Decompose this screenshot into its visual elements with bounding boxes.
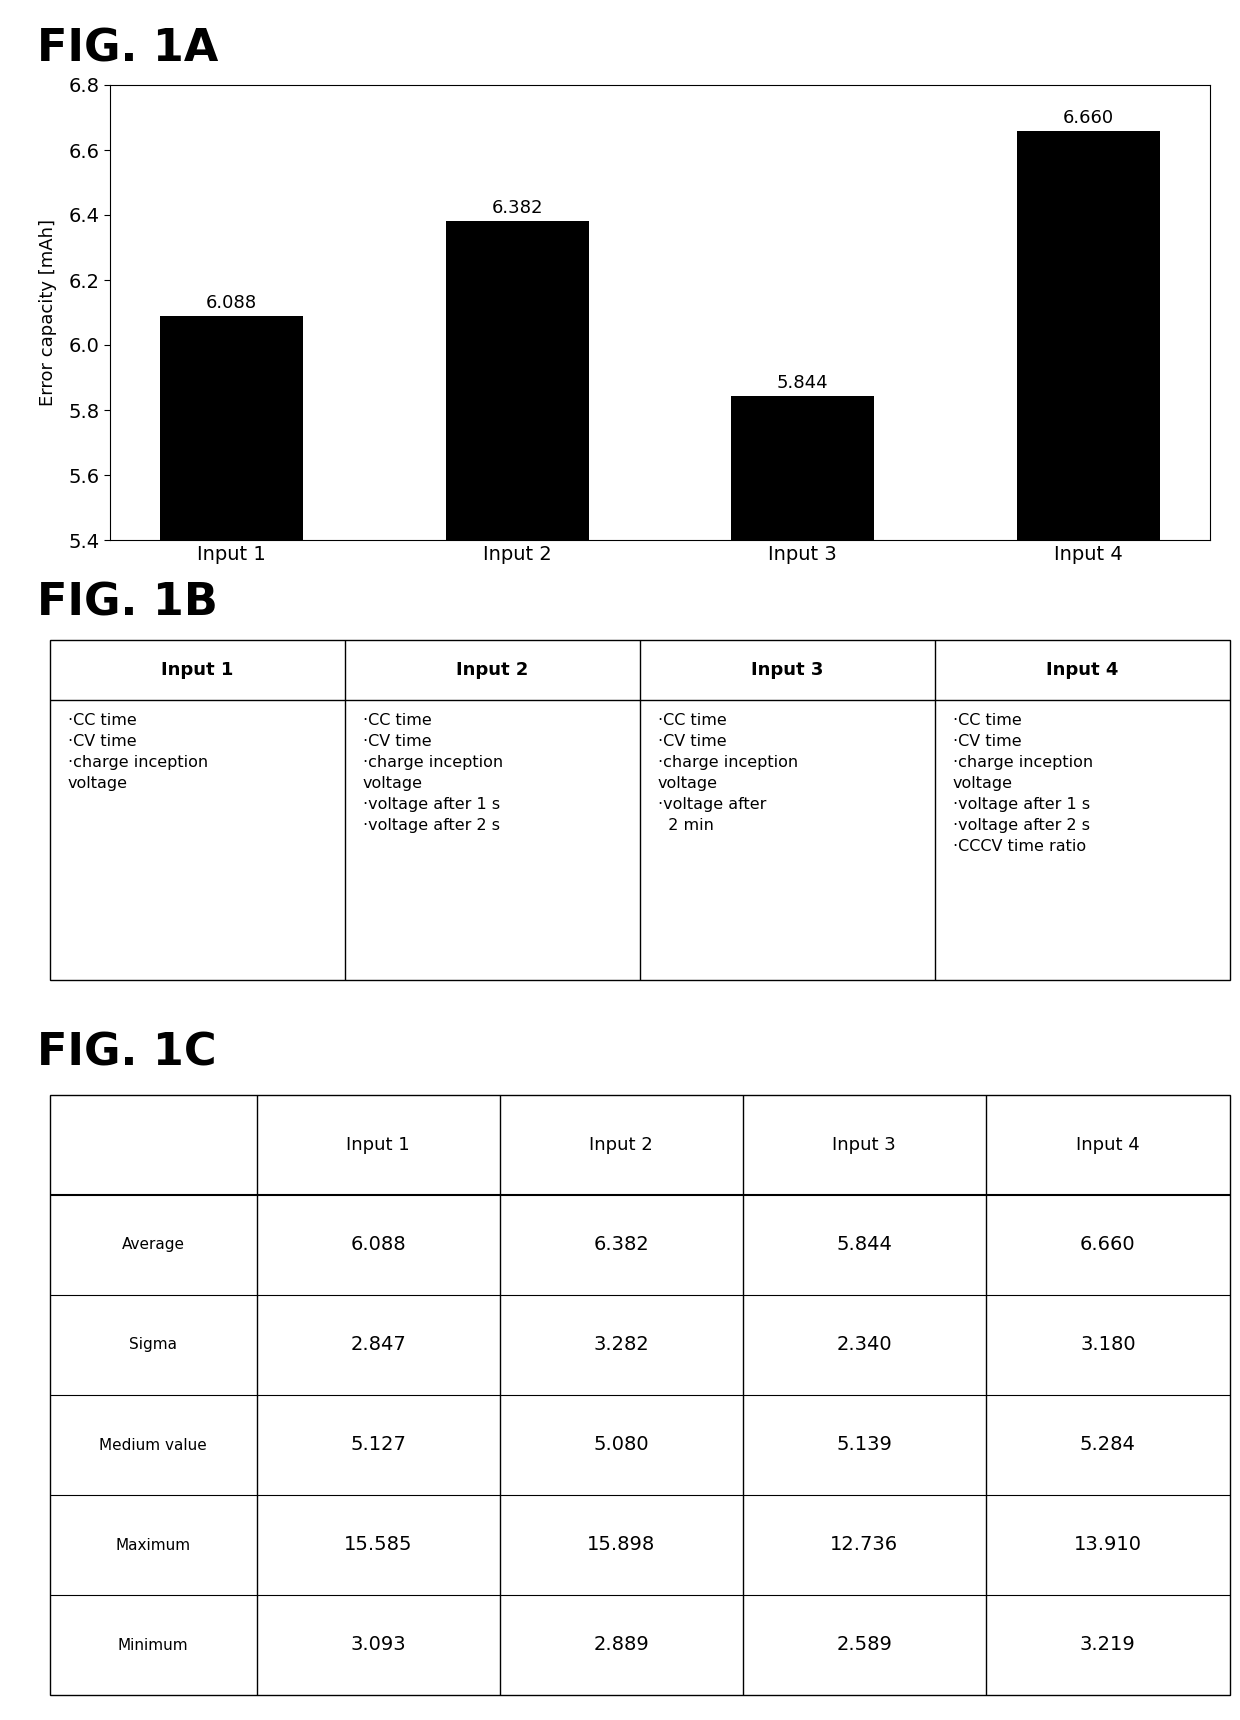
Text: 2.847: 2.847 <box>350 1335 405 1355</box>
Text: Sigma: Sigma <box>129 1338 177 1352</box>
Text: Input 2: Input 2 <box>589 1135 653 1154</box>
Bar <box>160 316 303 1720</box>
Text: 5.139: 5.139 <box>836 1436 892 1455</box>
Text: FIG. 1B: FIG. 1B <box>37 581 218 624</box>
Text: 15.585: 15.585 <box>343 1536 412 1555</box>
Text: FIG. 1A: FIG. 1A <box>37 28 218 71</box>
Text: 5.127: 5.127 <box>350 1436 405 1455</box>
Text: FIG. 1C: FIG. 1C <box>37 1032 217 1075</box>
Text: ·CC time
·CV time
·charge inception
voltage: ·CC time ·CV time ·charge inception volt… <box>68 714 208 791</box>
Text: Input 3: Input 3 <box>832 1135 897 1154</box>
Text: 3.219: 3.219 <box>1080 1636 1136 1655</box>
Text: 6.660: 6.660 <box>1063 108 1114 127</box>
Text: 13.910: 13.910 <box>1074 1536 1142 1555</box>
Bar <box>445 220 589 1720</box>
Text: ·CC time
·CV time
·charge inception
voltage
·voltage after
  2 min: ·CC time ·CV time ·charge inception volt… <box>657 714 797 832</box>
Bar <box>1017 131 1159 1720</box>
Text: Maximum: Maximum <box>115 1538 191 1553</box>
Text: ·CC time
·CV time
·charge inception
voltage
·voltage after 1 s
·voltage after 2 : ·CC time ·CV time ·charge inception volt… <box>362 714 503 832</box>
Text: 6.382: 6.382 <box>491 200 543 217</box>
Text: Input 1: Input 1 <box>346 1135 410 1154</box>
Bar <box>732 396 874 1720</box>
Text: 6.382: 6.382 <box>593 1235 649 1254</box>
Text: Input 2: Input 2 <box>456 660 528 679</box>
Text: Input 4: Input 4 <box>1076 1135 1140 1154</box>
Text: 2.889: 2.889 <box>593 1636 649 1655</box>
Text: 5.844: 5.844 <box>777 373 828 392</box>
Text: 5.284: 5.284 <box>1080 1436 1136 1455</box>
Text: Minimum: Minimum <box>118 1637 188 1653</box>
Text: Input 3: Input 3 <box>751 660 823 679</box>
Text: 3.180: 3.180 <box>1080 1335 1136 1355</box>
Text: 5.080: 5.080 <box>593 1436 649 1455</box>
Text: Input 1: Input 1 <box>161 660 233 679</box>
Text: 6.088: 6.088 <box>350 1235 405 1254</box>
Text: Input 4: Input 4 <box>1047 660 1118 679</box>
Text: 12.736: 12.736 <box>830 1536 898 1555</box>
Text: 3.093: 3.093 <box>350 1636 405 1655</box>
Text: 3.282: 3.282 <box>593 1335 649 1355</box>
Text: Average: Average <box>122 1237 185 1252</box>
Text: 2.340: 2.340 <box>837 1335 892 1355</box>
Text: 2.589: 2.589 <box>836 1636 892 1655</box>
Text: 5.844: 5.844 <box>836 1235 892 1254</box>
Text: 15.898: 15.898 <box>587 1536 655 1555</box>
Text: Medium value: Medium value <box>99 1438 207 1452</box>
Text: 6.660: 6.660 <box>1080 1235 1136 1254</box>
Y-axis label: Error capacity [mAh]: Error capacity [mAh] <box>40 218 57 406</box>
Text: 6.088: 6.088 <box>206 294 257 313</box>
Text: ·CC time
·CV time
·charge inception
voltage
·voltage after 1 s
·voltage after 2 : ·CC time ·CV time ·charge inception volt… <box>952 714 1092 855</box>
